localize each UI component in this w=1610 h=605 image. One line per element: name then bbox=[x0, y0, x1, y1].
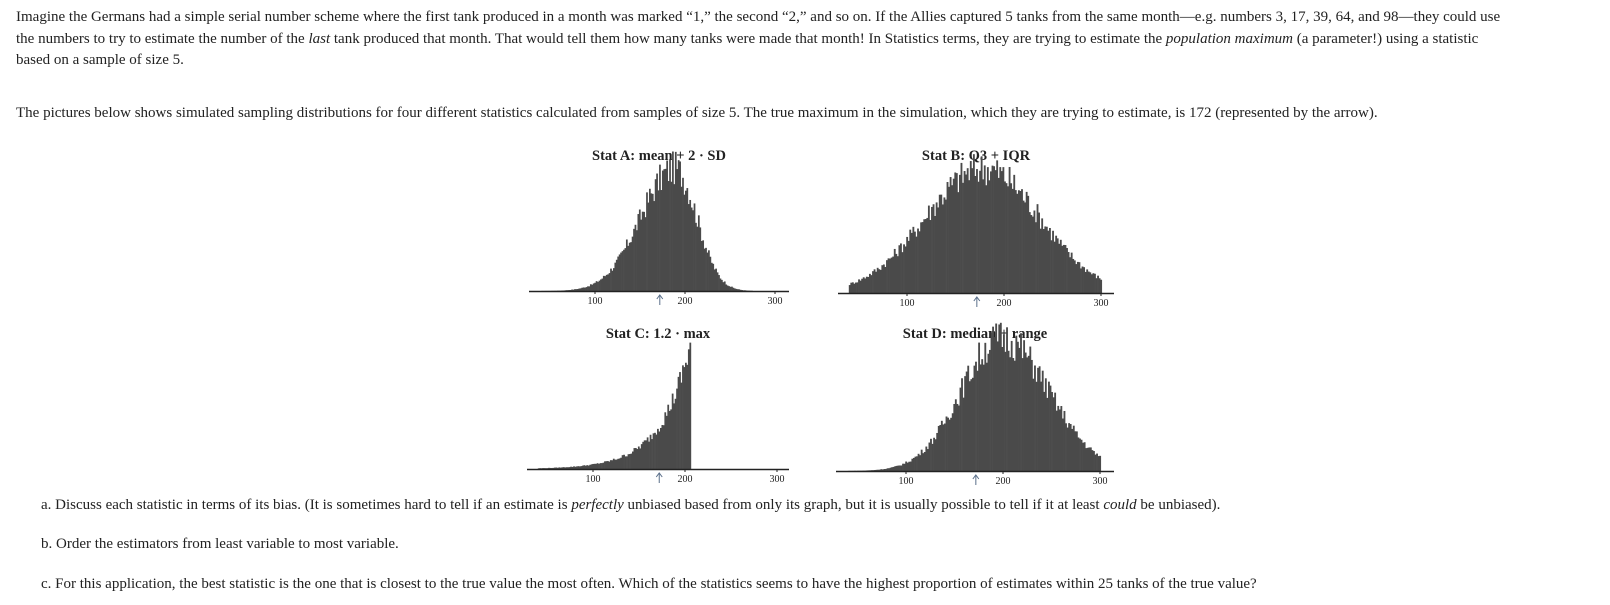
histogram-stat-d: Stat D: median + range 100 200 300 bbox=[836, 322, 1114, 488]
question-b: b. Order the estimators from least varia… bbox=[41, 536, 399, 552]
histogram-bars bbox=[848, 154, 1103, 293]
intro-line-3: based on a sample of size 5. bbox=[16, 52, 184, 68]
histogram-plot: 100 200 300 bbox=[836, 322, 1114, 487]
intro-line-1: Imagine the Germans had a simple serial … bbox=[16, 9, 1501, 25]
histogram-plot: 100 200 300 bbox=[527, 342, 789, 485]
x-tick-label: 300 bbox=[768, 296, 783, 307]
chart-title: Stat C: 1.2 · max bbox=[605, 326, 711, 342]
true-value-arrow-icon bbox=[973, 296, 981, 307]
histogram-plot: 100 200 300 bbox=[529, 151, 789, 307]
histogram-stat-c: Stat C: 1.2 · max 100 200 300 bbox=[527, 326, 789, 486]
x-tick-label: 100 bbox=[899, 476, 914, 487]
histogram-plot: 100 200 300 bbox=[838, 154, 1114, 309]
x-tick-label: 200 bbox=[678, 474, 693, 485]
x-tick-label: 300 bbox=[770, 474, 785, 485]
histogram-stat-b: Stat B: Q3 + IQR 100 200 300 bbox=[838, 148, 1114, 310]
histogram-bars bbox=[541, 151, 753, 291]
chart-title: Stat A: mean + 2 · SD bbox=[592, 148, 726, 164]
chart-title: Stat B: Q3 + IQR bbox=[921, 148, 1031, 164]
true-value-arrow-icon bbox=[656, 294, 664, 305]
x-tick-label: 200 bbox=[997, 298, 1012, 309]
x-tick-label: 200 bbox=[996, 476, 1011, 487]
question-a: a. Discuss each statistic in terms of it… bbox=[41, 497, 1221, 513]
x-tick-label: 100 bbox=[586, 474, 601, 485]
x-tick-label: 300 bbox=[1093, 476, 1108, 487]
x-tick-label: 200 bbox=[678, 296, 693, 307]
question-c: c. For this application, the best statis… bbox=[41, 576, 1257, 592]
x-tick-label: 300 bbox=[1094, 298, 1109, 309]
x-tick-label: 100 bbox=[900, 298, 915, 309]
true-value-arrow-icon bbox=[655, 472, 663, 483]
histogram-bars bbox=[847, 322, 1102, 471]
histogram-bars bbox=[537, 342, 692, 469]
intro-line-2: the numbers to try to estimate the numbe… bbox=[16, 30, 1479, 47]
chart-title: Stat D: median + range bbox=[902, 326, 1048, 342]
x-tick-label: 100 bbox=[588, 296, 603, 307]
histogram-stat-a: Stat A: mean + 2 · SD 100 200 300 bbox=[529, 148, 789, 308]
intro-paragraph: Imagine the Germans had a simple serial … bbox=[16, 7, 1606, 72]
true-value-arrow-icon bbox=[972, 474, 980, 485]
description-paragraph: The pictures below shows simulated sampl… bbox=[16, 105, 1378, 121]
